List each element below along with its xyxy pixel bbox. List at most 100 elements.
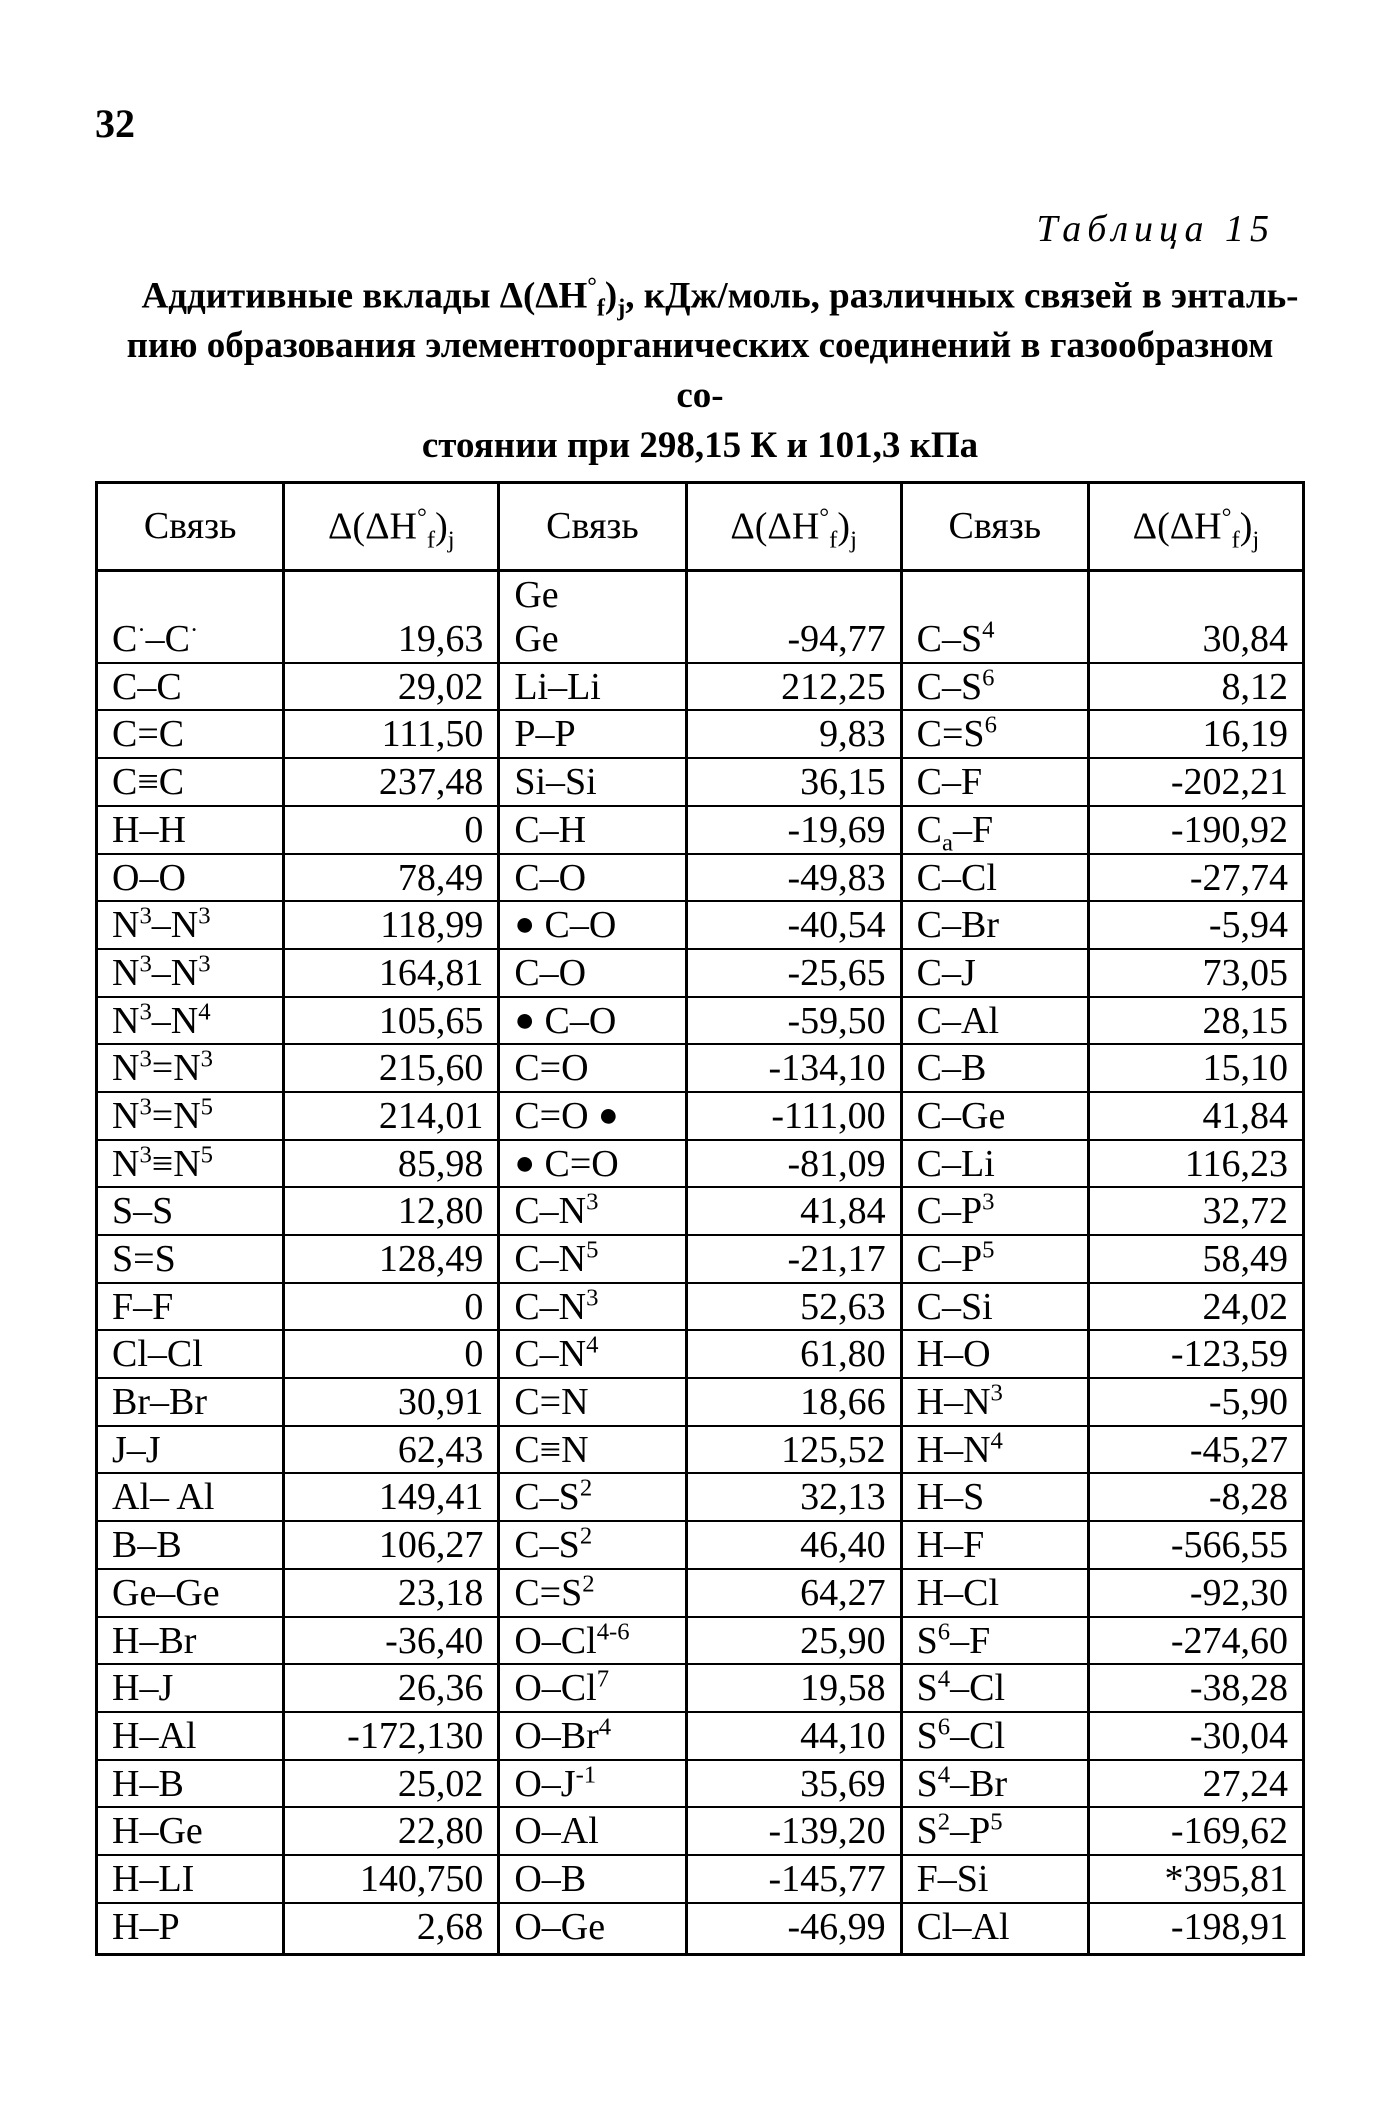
bond-cell: N3–N3 [97,949,284,997]
bond-cell: C–Ge [901,1092,1088,1140]
table-caption: Аддитивные вклады Δ(ΔH°f)j, кДж/моль, ра… [95,271,1305,471]
value-cell: -139,20 [686,1807,901,1855]
value-cell: 19,58 [686,1664,901,1712]
value-cell: 237,48 [284,758,499,806]
value-cell: 2,68 [284,1903,499,1955]
table-row: O–O78,49C–O-49,83C–Cl-27,74 [97,854,1304,902]
bond-cell: C=C [97,710,284,758]
bond-cell: S4–Cl [901,1664,1088,1712]
value-cell: 9,83 [686,710,901,758]
bond-cell: C–O [499,949,686,997]
bond-cell: H–O [901,1330,1088,1378]
value-cell: 30,91 [284,1378,499,1426]
value-cell: 214,01 [284,1092,499,1140]
bond-cell: C=O [499,1044,686,1092]
value-cell: 32,72 [1088,1187,1303,1235]
bond-cell: C–Si [901,1283,1088,1331]
value-cell: -5,94 [1088,901,1303,949]
value-cell: 106,27 [284,1521,499,1569]
table-row: Br–Br30,91C=N18,66H–N3-5,90 [97,1378,1304,1426]
value-cell: 128,49 [284,1235,499,1283]
bond-cell: C·–C· [97,571,284,663]
bond-cell: C–P3 [901,1187,1088,1235]
value-cell: -38,28 [1088,1664,1303,1712]
value-cell: 61,80 [686,1330,901,1378]
caption-l1-suffix: , кДж/моль, различных связей в энталь- [625,275,1298,316]
value-cell: -123,59 [1088,1330,1303,1378]
value-cell: 62,43 [284,1426,499,1474]
bond-cell: Al– Al [97,1473,284,1521]
value-cell: 164,81 [284,949,499,997]
bond-cell: C–B [901,1044,1088,1092]
table-row: S=S128,49C–N5-21,17C–P558,49 [97,1235,1304,1283]
bond-cell: ● C–O [499,997,686,1045]
bond-cell: C–J [901,949,1088,997]
bond-cell: C–Br [901,901,1088,949]
bond-cell: C=S6 [901,710,1088,758]
page-number: 32 [95,100,1305,147]
bond-cell: S6–Cl [901,1712,1088,1760]
value-cell: 58,49 [1088,1235,1303,1283]
bond-cell: O–B [499,1855,686,1903]
value-cell: -202,21 [1088,758,1303,806]
value-cell: 0 [284,1330,499,1378]
value-cell: 0 [284,1283,499,1331]
table-row: C–C29,02Li–Li212,25C–S68,12 [97,663,1304,711]
table-body: C·–C·19,63GeGe-94,77C–S430,84C–C29,02Li–… [97,571,1304,1955]
value-cell: 29,02 [284,663,499,711]
bond-cell: C–S2 [499,1473,686,1521]
value-cell: 24,02 [1088,1283,1303,1331]
bond-cell: C=S2 [499,1569,686,1617]
value-cell: 22,80 [284,1807,499,1855]
value-cell: *395,81 [1088,1855,1303,1903]
value-cell: -40,54 [686,901,901,949]
value-cell: 64,27 [686,1569,901,1617]
value-cell: 85,98 [284,1140,499,1188]
col2-bond-header: Связь [499,483,686,571]
value-cell: 30,84 [1088,571,1303,663]
value-cell: -30,04 [1088,1712,1303,1760]
bond-cell: C–O [499,854,686,902]
value-cell: 111,50 [284,710,499,758]
bond-cell: C≡N [499,1426,686,1474]
bond-cell: S2–P5 [901,1807,1088,1855]
table-row: C≡C237,48Si–Si36,15C–F-202,21 [97,758,1304,806]
bond-cell: N3–N4 [97,997,284,1045]
bond-cell: O–J-1 [499,1760,686,1808]
value-cell: -111,00 [686,1092,901,1140]
value-cell: 35,69 [686,1760,901,1808]
bond-cell: N3≡N5 [97,1140,284,1188]
bond-cell: S=S [97,1235,284,1283]
bond-cell: H–J [97,1664,284,1712]
value-cell: 105,65 [284,997,499,1045]
table-row: H–LI140,750O–B-145,77F–Si*395,81 [97,1855,1304,1903]
value-cell: 116,23 [1088,1140,1303,1188]
value-cell: 18,66 [686,1378,901,1426]
caption-l2: пию образования элементоорганических сое… [127,325,1274,416]
bond-cell: H–LI [97,1855,284,1903]
caption-l1-sub-f: f [597,296,605,322]
bond-cell: B–B [97,1521,284,1569]
bond-cell: H–Ge [97,1807,284,1855]
caption-l1-paren-sub: )j [605,275,625,316]
bond-cell: O–Al [499,1807,686,1855]
caption-l1-deg: ° [587,274,597,300]
bond-cell: Cl–Al [901,1903,1088,1955]
value-cell: 0 [284,806,499,854]
value-cell: 44,10 [686,1712,901,1760]
value-cell: -81,09 [686,1140,901,1188]
value-cell: 52,63 [686,1283,901,1331]
table-row: Cl–Cl0C–N461,80H–O-123,59 [97,1330,1304,1378]
table-row: H–Br-36,40O–Cl4-625,90S6–F-274,60 [97,1617,1304,1665]
bond-cell: Cl–Cl [97,1330,284,1378]
data-table: Связь Δ(ΔH°f)j Связь Δ(ΔH°f)j Связь Δ(ΔH… [95,481,1305,1956]
bond-cell: ● C=O [499,1140,686,1188]
value-cell: 25,02 [284,1760,499,1808]
bond-cell: Ge–Ge [97,1569,284,1617]
bond-cell: C=N [499,1378,686,1426]
bond-cell: O–Cl7 [499,1664,686,1712]
table-row: S–S12,80C–N341,84C–P332,72 [97,1187,1304,1235]
value-cell: 140,750 [284,1855,499,1903]
value-cell: 46,40 [686,1521,901,1569]
table-row: C=C111,50P–P9,83C=S616,19 [97,710,1304,758]
